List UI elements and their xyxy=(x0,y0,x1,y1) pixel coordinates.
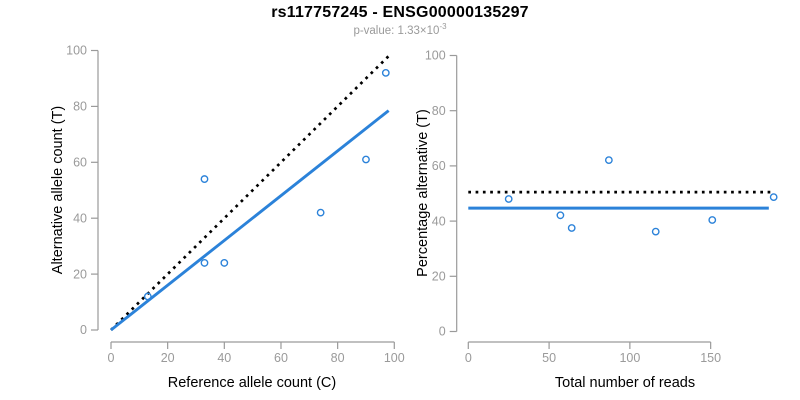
data-point xyxy=(651,227,660,236)
x-axis-label: Reference allele count (C) xyxy=(168,375,336,391)
y-tick-label: 40 xyxy=(432,214,446,228)
y-tick-label: 0 xyxy=(439,325,446,339)
data-point xyxy=(143,292,152,301)
data-point xyxy=(200,259,209,267)
x-axis-label: Total number of reads xyxy=(555,375,695,391)
plot-panel-1: 0 20 40 60 80 100 0 20 40 60 80 100 Reference allele… xyxy=(50,44,405,391)
y-axis: 0 20 40 60 80 100 xyxy=(66,44,99,337)
y-tick-label: 40 xyxy=(73,211,87,225)
p-value-text: p-value: 1.33×10 xyxy=(353,25,440,37)
x-tick-label: 40 xyxy=(217,351,231,365)
x-tick-label: 0 xyxy=(108,351,115,365)
data-point xyxy=(316,208,325,217)
x-tick-label: 100 xyxy=(619,351,640,365)
data-points xyxy=(143,68,390,301)
x-tick-label: 80 xyxy=(331,351,345,365)
x-axis: 0 50 100 150 xyxy=(465,341,721,365)
data-point xyxy=(708,216,717,224)
data-point xyxy=(769,193,778,201)
x-tick-label: 150 xyxy=(700,351,721,365)
x-tick-label: 60 xyxy=(274,351,288,365)
y-tick-label: 80 xyxy=(432,104,446,118)
data-points xyxy=(504,156,778,236)
data-point xyxy=(220,259,229,267)
y-tick-label: 60 xyxy=(73,156,87,170)
data-point xyxy=(504,195,513,203)
data-point xyxy=(604,156,613,165)
x-tick-label: 0 xyxy=(465,351,472,365)
data-point xyxy=(362,155,370,164)
regression-line xyxy=(110,109,390,332)
y-tick-label: 100 xyxy=(66,44,87,58)
y-tick-label: 100 xyxy=(425,49,446,63)
p-value-exponent: -3 xyxy=(439,22,447,32)
x-axis: 0 20 40 60 80 100 xyxy=(108,341,405,365)
y-tick-label: 0 xyxy=(80,323,87,337)
figure-subtitle: p-value: 1.33×10-3 xyxy=(0,22,800,37)
x-tick-label: 50 xyxy=(542,351,556,365)
x-tick-label: 20 xyxy=(161,351,175,365)
plot-panel-2: 0 20 40 60 80 100 0 50 100 150 Total number of rea… xyxy=(415,49,778,391)
figure-header: rs117757245 - ENSG00000135297 p-value: 1… xyxy=(0,4,800,37)
y-tick-label: 60 xyxy=(432,159,446,173)
data-point xyxy=(381,68,390,77)
data-point xyxy=(200,175,209,183)
y-axis: 0 20 40 60 80 100 xyxy=(425,49,458,339)
data-point xyxy=(567,224,576,232)
y-axis-label: Percentage alternative (T) xyxy=(415,109,431,277)
x-tick-label: 100 xyxy=(384,351,405,365)
y-tick-label: 20 xyxy=(432,270,446,284)
y-tick-label: 20 xyxy=(73,267,87,281)
identity-line xyxy=(110,55,390,331)
y-tick-label: 80 xyxy=(73,100,87,114)
figure-title: rs117757245 - ENSG00000135297 xyxy=(271,4,529,21)
data-point xyxy=(556,211,565,220)
y-axis-label: Alternative allele count (T) xyxy=(50,106,66,274)
